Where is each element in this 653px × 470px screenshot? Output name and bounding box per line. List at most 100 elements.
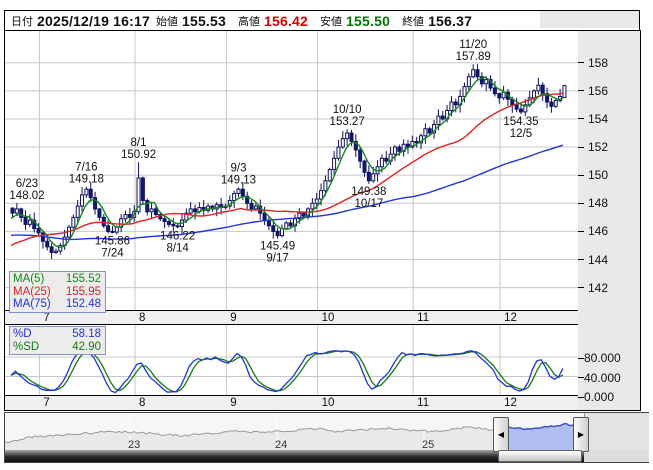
candle-up — [236, 188, 241, 194]
stoch-axis-label: 0.000 — [584, 390, 615, 404]
month-label-lower: 10 — [321, 397, 335, 409]
month-label-upper: 10 — [321, 312, 335, 324]
stochastic-chart[interactable] — [5, 325, 579, 396]
candle-down — [245, 195, 250, 204]
candle-up — [436, 115, 441, 126]
candle-down — [453, 101, 458, 106]
candle-up — [84, 188, 89, 196]
candle-up — [340, 138, 345, 148]
navigator-left-arrow-button[interactable]: ◀ — [493, 417, 509, 452]
candle-down — [45, 240, 50, 248]
stoch-axis-label: 80.000 — [584, 351, 621, 365]
price-tick — [578, 230, 584, 232]
stoch-legend-value: 58.18 — [72, 328, 101, 340]
stoch-legend-row: %D 58.18 — [13, 328, 101, 341]
candle-up — [71, 216, 76, 228]
navigator-selection[interactable] — [5, 423, 584, 451]
open-value: 155.53 — [181, 12, 226, 29]
candle-down — [127, 214, 132, 218]
candle-up — [188, 208, 193, 214]
chart-annotation: 146.22 — [160, 230, 195, 242]
candle-up — [553, 100, 558, 107]
candle-down — [153, 208, 158, 216]
header-bar-filler — [540, 11, 639, 28]
chart-annotation: 153.27 — [330, 116, 365, 128]
candle-up — [14, 208, 19, 214]
month-label-lower: 12 — [504, 397, 517, 409]
candle-up — [345, 132, 350, 140]
candle-up — [314, 198, 319, 204]
candle-up — [284, 222, 289, 230]
candle-down — [362, 160, 367, 173]
stoch-legend-row: %SD 42.90 — [13, 341, 101, 354]
candle-up — [449, 101, 454, 112]
month-label-upper: 11 — [417, 312, 430, 324]
candle-up — [53, 250, 58, 254]
navigator-overview-chart[interactable] — [5, 413, 584, 450]
price-axis-label: 148 — [588, 196, 609, 211]
ma-legend-value: 155.52 — [65, 273, 101, 285]
candle-up — [484, 79, 489, 85]
ma25-line — [10, 92, 564, 247]
candle-up — [410, 140, 415, 148]
chart-annotation: 9/3 — [230, 162, 246, 174]
candle-up — [523, 104, 528, 113]
candle-down — [271, 225, 276, 232]
chart-annotation: 7/16 — [75, 162, 97, 174]
candle-down — [414, 140, 419, 144]
price-axis-label: 150 — [588, 168, 609, 183]
stoch-axis-label: 40.000 — [584, 370, 621, 385]
navigator-year-label: 23 — [128, 439, 141, 451]
chart-annotation: 7/24 — [101, 247, 124, 259]
candle-up — [75, 205, 80, 218]
chart-annotation: 10/17 — [354, 198, 383, 210]
candle-down — [49, 246, 54, 254]
candle-up — [119, 218, 124, 228]
candle-up — [466, 76, 471, 88]
navigator-area — [5, 423, 584, 450]
month-label-lower: 11 — [417, 397, 430, 409]
range-navigator[interactable]: 23 24 25 ◀ ▶ — [4, 412, 649, 463]
ma-legend-row: MA(5) 155.52 — [13, 273, 101, 286]
open-label: 始値 — [155, 15, 178, 28]
price-axis-label: 154 — [588, 111, 609, 126]
scrollbar-track-right[interactable] — [584, 450, 648, 462]
candle-down — [19, 208, 24, 218]
price-axis-label: 144 — [588, 252, 609, 267]
month-axis-lower: 7 8 9 10 11 12 — [4, 395, 580, 411]
stoch-legend-value: 42.90 — [72, 340, 101, 353]
stoch-legend-label: %D — [13, 328, 32, 340]
high-value: 156.42 — [264, 12, 309, 29]
navigator-line — [5, 422, 584, 444]
candle-down — [193, 208, 198, 213]
stochastic-legend: %D 58.18 %SD 42.90 — [9, 326, 106, 355]
price-axis-label: 156 — [588, 83, 609, 98]
candle-up — [319, 190, 324, 200]
candle-up — [371, 173, 376, 182]
candle-up — [536, 84, 541, 92]
candle-up — [379, 157, 384, 168]
price-tick — [578, 118, 584, 120]
candle-down — [110, 230, 115, 233]
candle-down — [301, 212, 306, 217]
candle-up — [149, 208, 154, 213]
ma75-line — [10, 144, 564, 241]
candle-down — [32, 219, 37, 230]
candlestick-chart-panel[interactable]: 6/23 148.02 7/16 149.18 145.86 7/24 8/1 150.92 1… — [4, 30, 580, 313]
chart-annotation: 150.92 — [121, 149, 156, 161]
close-label: 終値 — [402, 15, 425, 28]
candle-down — [101, 216, 106, 227]
navigator-year-label: 25 — [422, 439, 435, 451]
candle-down — [10, 207, 15, 214]
scrollbar-thumb[interactable] — [498, 450, 582, 462]
candle-down — [397, 146, 402, 152]
high-label: 高値 — [238, 15, 260, 28]
scrollbar-track[interactable] — [5, 450, 584, 462]
stochastic-panel[interactable]: %D 58.18 %SD 42.90 — [4, 324, 580, 397]
candle-down — [545, 93, 550, 103]
navigator-right-arrow-button[interactable]: ▶ — [573, 417, 589, 452]
chart-annotation: 8/14 — [166, 242, 189, 254]
date-value: 2025/12/19 16:17 — [37, 12, 150, 29]
